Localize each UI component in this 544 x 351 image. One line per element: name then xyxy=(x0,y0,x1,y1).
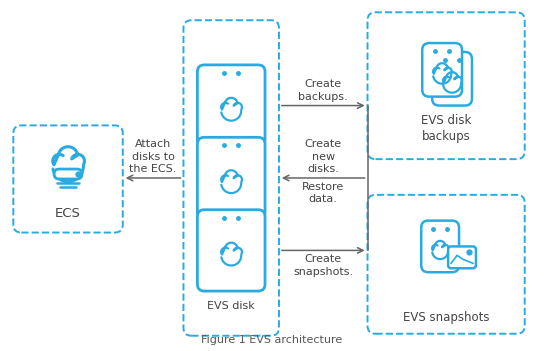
Text: EVS disk: EVS disk xyxy=(207,301,255,311)
Text: EVS disk: EVS disk xyxy=(207,156,255,166)
Text: EVS disk
backups: EVS disk backups xyxy=(421,114,471,143)
FancyBboxPatch shape xyxy=(421,221,459,272)
Text: Create
backups.: Create backups. xyxy=(299,79,348,101)
Text: Attach
disks to
the ECS.: Attach disks to the ECS. xyxy=(129,139,177,174)
FancyBboxPatch shape xyxy=(432,52,472,106)
FancyBboxPatch shape xyxy=(54,169,82,179)
Text: EVS snapshots: EVS snapshots xyxy=(403,311,490,324)
Text: EVS disk: EVS disk xyxy=(207,229,255,239)
Text: ECS: ECS xyxy=(55,207,81,220)
Text: Restore
data.: Restore data. xyxy=(302,182,344,204)
Text: Figure 1 EVS architecture: Figure 1 EVS architecture xyxy=(201,335,343,345)
FancyBboxPatch shape xyxy=(197,210,265,291)
Text: Create
snapshots.: Create snapshots. xyxy=(293,254,353,277)
FancyBboxPatch shape xyxy=(448,246,476,268)
FancyBboxPatch shape xyxy=(197,65,265,146)
Text: Create
new
disks.: Create new disks. xyxy=(305,139,342,174)
FancyBboxPatch shape xyxy=(422,43,462,97)
FancyBboxPatch shape xyxy=(197,137,265,219)
